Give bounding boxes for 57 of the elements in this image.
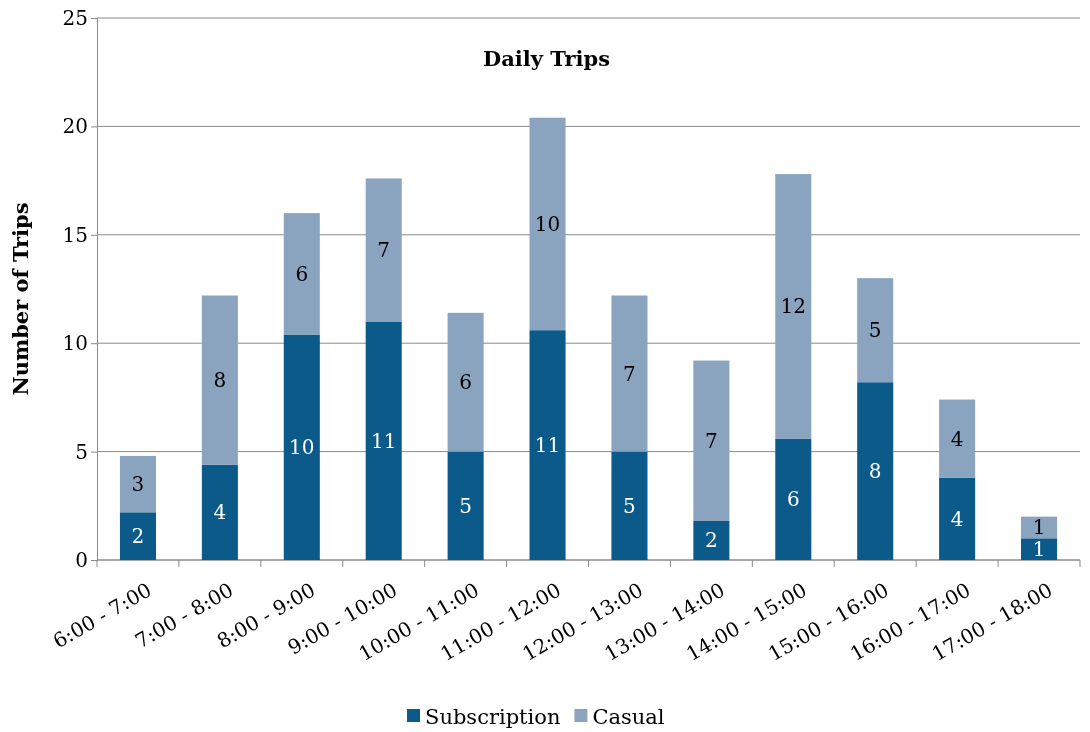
y-tick-label: 0 <box>75 547 88 572</box>
bar <box>283 334 320 560</box>
data-label: 7 <box>377 237 391 262</box>
bar <box>939 399 976 478</box>
data-label: 5 <box>459 493 472 518</box>
data-label: 10 <box>289 435 315 460</box>
y-axis-title: Number of Trips <box>8 202 33 396</box>
bar <box>857 382 894 560</box>
y-tick-label: 20 <box>62 114 88 139</box>
bar <box>365 321 402 560</box>
bar <box>119 455 156 513</box>
y-tick-label: 10 <box>62 331 88 356</box>
text: Daily Trips <box>483 46 610 71</box>
bar <box>611 451 648 560</box>
data-label: 3 <box>131 472 145 497</box>
bar <box>201 464 238 560</box>
data-label: 4 <box>213 500 227 525</box>
bar <box>939 477 976 560</box>
data-label: 1 <box>1032 515 1046 540</box>
data-label: 2 <box>705 528 718 553</box>
legend-label: Subscription <box>425 705 561 730</box>
data-label: 6 <box>295 261 309 286</box>
bar <box>693 360 730 521</box>
bar <box>283 213 320 335</box>
data-label: 11 <box>534 433 561 458</box>
y-tick-label: 15 <box>62 222 88 247</box>
data-label: 7 <box>623 361 636 386</box>
data-label: 2 <box>131 524 145 549</box>
bar <box>365 178 402 322</box>
bar <box>1021 538 1058 560</box>
bar <box>775 438 812 560</box>
data-label: 4 <box>950 506 964 531</box>
bar <box>529 330 566 560</box>
data-label: 7 <box>705 428 718 453</box>
data-label: 6 <box>459 370 472 395</box>
data-label: 10 <box>534 211 561 236</box>
data-label: 5 <box>623 493 636 518</box>
y-tick-label: 5 <box>75 439 88 464</box>
data-label: 12 <box>780 294 807 319</box>
data-label: 4 <box>950 426 964 451</box>
bar <box>201 295 238 465</box>
data-label: 11 <box>370 428 397 453</box>
bar <box>857 278 894 383</box>
legend-label: Casual <box>592 705 665 730</box>
bar <box>775 174 812 439</box>
data-label: 8 <box>213 368 227 393</box>
bar <box>119 512 156 560</box>
bar <box>611 295 648 452</box>
data-label: 6 <box>786 487 800 512</box>
bar <box>529 117 566 331</box>
bar <box>693 520 730 560</box>
data-label: 5 <box>868 318 882 343</box>
bar <box>447 451 484 560</box>
data-label: 1 <box>1032 537 1046 562</box>
bar <box>447 312 484 452</box>
y-tick-label: 25 <box>62 5 88 30</box>
data-label: 8 <box>868 459 882 484</box>
